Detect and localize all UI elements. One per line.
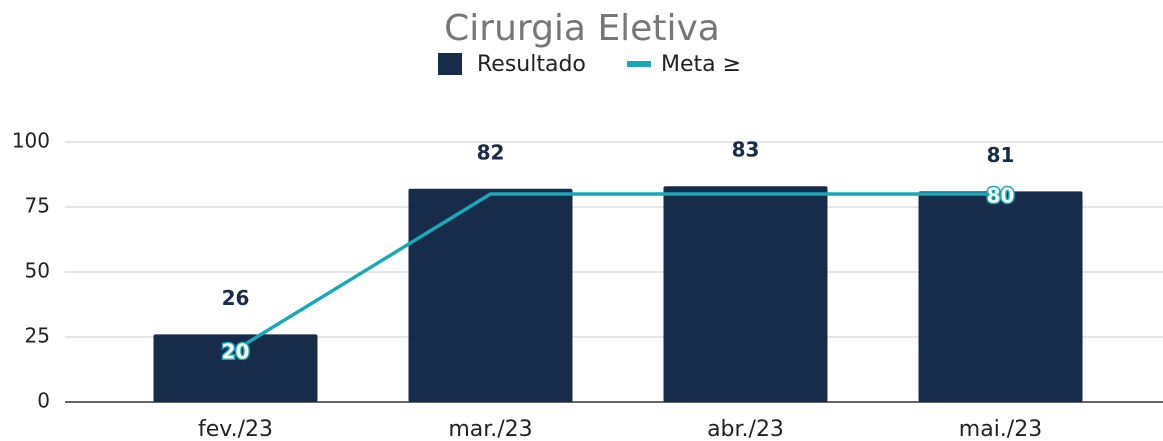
x-tick-label: fev./23: [198, 417, 273, 441]
bar: [918, 191, 1083, 402]
y-tick-label: 25: [25, 324, 50, 348]
bar: [153, 334, 318, 402]
legend-label: Resultado: [477, 52, 586, 77]
chart-title: Cirurgia Eletiva: [444, 8, 720, 49]
x-tick-label: mai./23: [959, 417, 1042, 441]
legend-swatch: [627, 61, 651, 67]
data-label: 81: [987, 143, 1015, 167]
data-label: 20: [222, 340, 250, 364]
legend-label: Meta ≥: [661, 52, 741, 77]
data-label: 80: [987, 184, 1015, 208]
y-tick-label: 0: [37, 389, 50, 413]
data-label: 26: [222, 286, 250, 310]
x-tick-label: mar./23: [448, 417, 532, 441]
y-tick-label: 75: [25, 194, 50, 218]
x-tick-label: abr./23: [707, 417, 784, 441]
bar: [408, 188, 573, 402]
legend-swatch: [438, 53, 462, 75]
line: [234, 192, 1001, 352]
data-label: 83: [732, 138, 760, 162]
y-tick-label: 50: [25, 259, 50, 283]
y-tick-label: 100: [12, 129, 50, 153]
data-label: 82: [477, 140, 505, 164]
bar: [663, 186, 828, 402]
